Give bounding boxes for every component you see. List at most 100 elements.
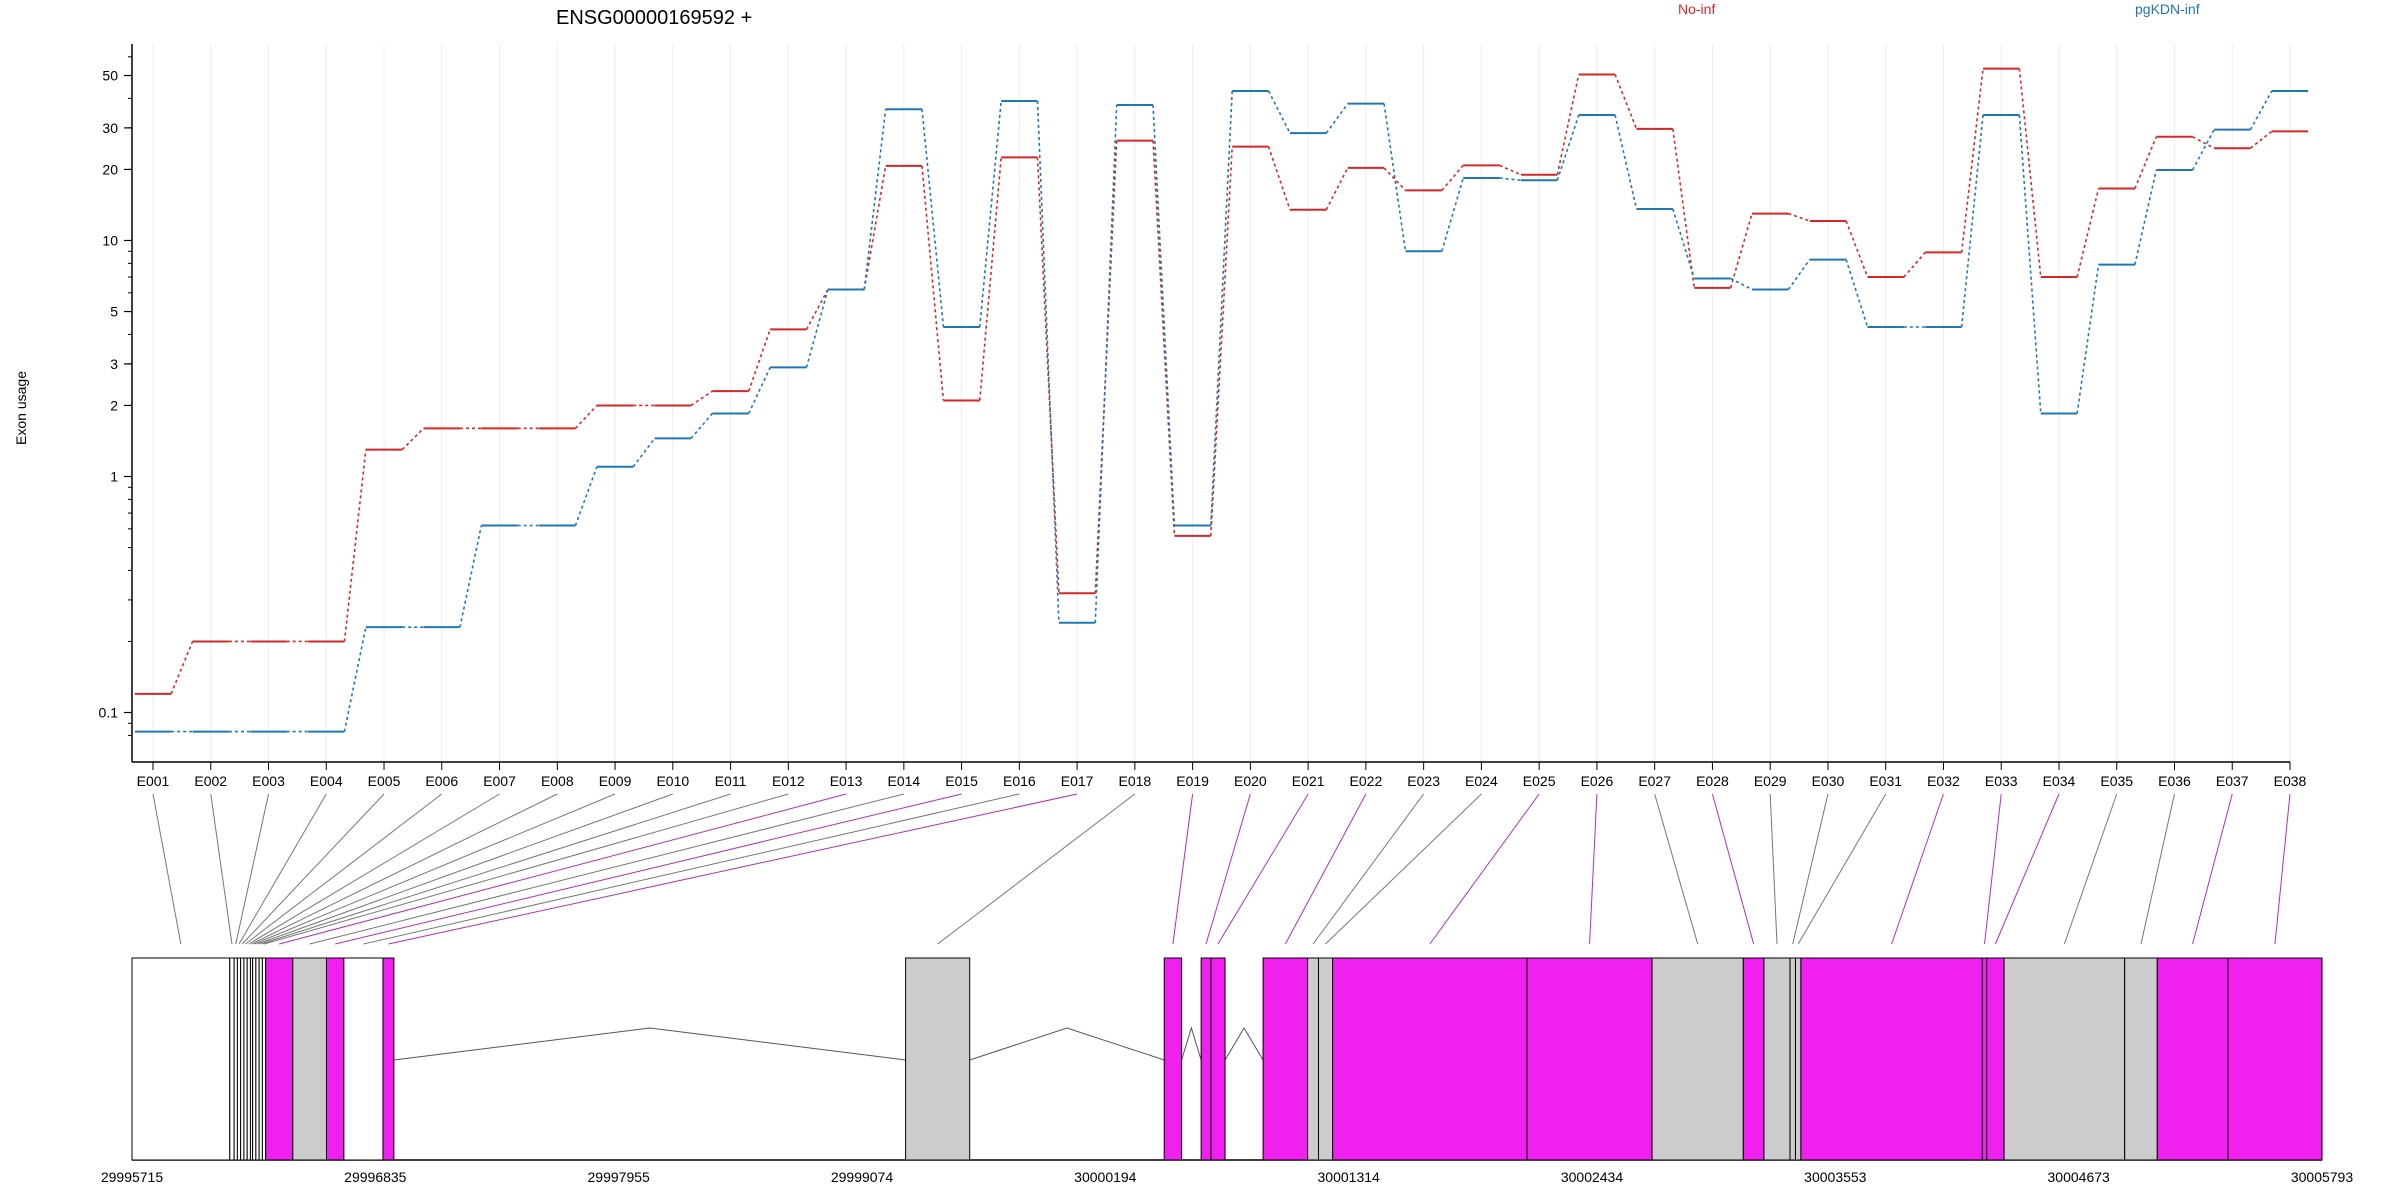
exon-block-E038 (2227, 957, 2323, 1161)
gene-model (131, 957, 2323, 1161)
exon-block-E020 (1200, 957, 1212, 1161)
intron-line (1224, 1027, 1264, 1061)
x-tick-label: E015 (945, 773, 978, 789)
x-tick-label: E025 (1523, 773, 1556, 789)
series-lines (134, 67, 2309, 733)
series-connector (863, 165, 887, 290)
x-tick-label: E030 (1812, 773, 1845, 789)
x-tick-label: E038 (2274, 773, 2307, 789)
series-connector (1787, 259, 1811, 290)
connector-E036 (2140, 793, 2175, 945)
coordinate-label: 29999074 (831, 1169, 894, 1185)
exon-block-E019 (1163, 957, 1183, 1161)
x-tick-label: E002 (194, 773, 227, 789)
x-tick-label: E029 (1754, 773, 1787, 789)
x-tick-label: E024 (1465, 773, 1498, 789)
series-connector (401, 427, 425, 451)
series-connector (632, 437, 656, 468)
series-connector (921, 109, 945, 328)
series-connector (978, 100, 1002, 328)
series-connector (1267, 146, 1291, 210)
connector-E009 (254, 793, 616, 945)
exon-block-E002 (229, 957, 235, 1161)
series-connector (1094, 104, 1118, 623)
series-connector (1441, 177, 1465, 252)
connector-E028 (1711, 793, 1755, 945)
exon-block-E025 (1332, 957, 1528, 1161)
exon-block-E016 (343, 957, 384, 1161)
series-connector (1383, 103, 1407, 252)
x-tick-label: E035 (2100, 773, 2133, 789)
x-tick-label: E007 (483, 773, 516, 789)
series-connector (2249, 130, 2273, 149)
coordinate-label: 30003553 (1804, 1169, 1867, 1185)
series-connector (1903, 251, 1926, 278)
series-connector (2192, 136, 2215, 149)
series-connector (690, 390, 713, 407)
connector-E013 (279, 793, 847, 945)
y-axis: 0.1 1 2 3 5 10 20 30 50 (99, 44, 133, 762)
x-tick-label: E006 (425, 773, 458, 789)
series-connector (1960, 68, 1984, 253)
exon-block-E015 (325, 957, 345, 1161)
series-connector (1499, 164, 1522, 176)
exon-block-E017 (382, 957, 395, 1161)
series-connector (2018, 114, 2042, 414)
y-tick-label: 10 (102, 232, 118, 248)
series-connector (1614, 74, 1638, 130)
x-tick-label: E009 (599, 773, 632, 789)
x-tick-label: E011 (715, 773, 747, 789)
connector-E016 (363, 793, 1020, 945)
series-connector (1556, 114, 1580, 181)
exon-block-E032 (1800, 957, 1983, 1161)
coordinate-label: 30000194 (1074, 1169, 1137, 1185)
series-connector (574, 404, 598, 429)
chart-title: ENSG00000169592 + (556, 7, 752, 29)
series-connector (690, 412, 714, 439)
x-tick-label: E031 (1869, 773, 1902, 789)
connector-E020 (1205, 793, 1251, 945)
y-tick-label: 2 (110, 397, 118, 413)
x-tick-label: E027 (1638, 773, 1671, 789)
series-connector (1036, 157, 1060, 594)
exon-block-E026 (1526, 957, 1653, 1161)
connector-E002 (210, 793, 233, 945)
exon-block-E022 (1262, 957, 1309, 1161)
series-connector (805, 289, 829, 368)
exon-block-E036 (2124, 957, 2158, 1161)
connector-E033 (1984, 793, 2002, 945)
series-No-inf (134, 67, 2309, 695)
connector-E007 (248, 793, 500, 945)
series-pgKDN-inf (134, 89, 2309, 733)
x-axis: E001 E002 E003 E004 E005 E006 E007 E008 E009 E010… (132, 761, 2307, 789)
connector-E030 (1792, 793, 1829, 945)
coordinate-label: 29996835 (344, 1169, 407, 1185)
x-tick-label: E010 (656, 773, 689, 789)
series-connector (170, 641, 194, 695)
connector-E023 (1312, 793, 1425, 945)
exon-block-E030 (1789, 957, 1796, 1161)
x-tick-label: E019 (1176, 773, 1209, 789)
series-connector (343, 449, 367, 642)
connector-E015 (335, 793, 962, 945)
exon-block-E035 (2003, 957, 2126, 1161)
connector-E004 (238, 793, 327, 945)
exon-block-E029 (1763, 957, 1791, 1161)
series-connector (747, 329, 771, 392)
genomic-coordinate-labels: 29995715 29996835 29997955 29999074 30000194… (101, 1169, 2354, 1185)
exon-block-E027 (1651, 957, 1744, 1161)
y-tick-label: 50 (102, 68, 118, 84)
x-tick-label: E036 (2158, 773, 2191, 789)
series-connector (2076, 264, 2100, 414)
x-tick-label: E026 (1581, 773, 1614, 789)
series-connector (2134, 169, 2158, 265)
series-connector (1152, 104, 1176, 526)
exon-block-E014 (292, 957, 327, 1161)
x-tick-label: E023 (1407, 773, 1440, 789)
exon-block-E037 (2156, 957, 2229, 1161)
connector-E018 (937, 793, 1136, 945)
exon-block-E024 (1317, 957, 1334, 1161)
connector-E032 (1891, 793, 1944, 945)
connector-E019 (1172, 793, 1194, 945)
intron-line (969, 1027, 1165, 1061)
